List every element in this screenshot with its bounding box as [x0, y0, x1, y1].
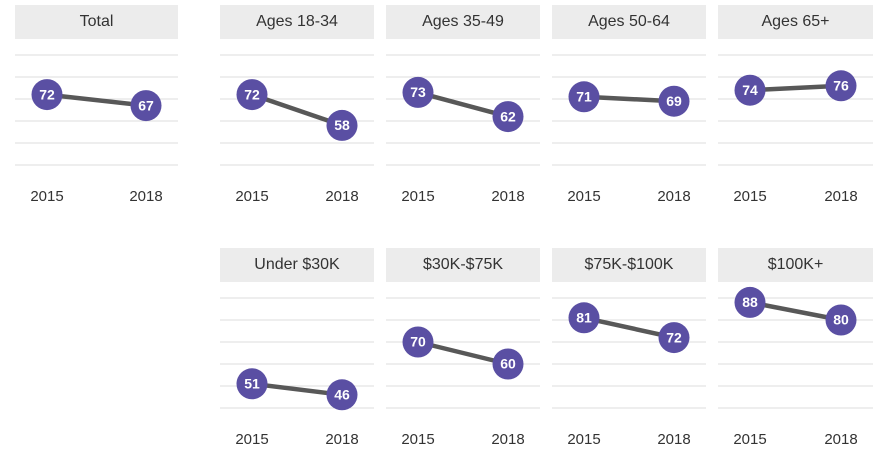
value-label: 70	[410, 334, 426, 350]
value-label: 72	[244, 86, 260, 102]
point	[236, 79, 268, 111]
x-tick-label: 2018	[657, 188, 690, 205]
panel-title: Ages 50-64	[588, 13, 670, 30]
x-tick-label: 2015	[401, 188, 434, 205]
value-label: 88	[742, 294, 758, 310]
value-label: 46	[334, 387, 350, 403]
panel-title-bg	[386, 5, 540, 39]
x-tick-label: 2015	[733, 431, 766, 448]
x-tick-label: 2015	[567, 188, 600, 205]
x-tick-label: 2018	[325, 431, 358, 448]
point	[402, 326, 434, 358]
value-label: 76	[833, 78, 849, 94]
value-label: 81	[576, 310, 592, 326]
value-label: 69	[666, 93, 682, 109]
panel-title: Ages 35-49	[422, 13, 504, 30]
x-tick-label: 2015	[30, 188, 63, 205]
panel: $30K-$75K 2015 2018	[386, 248, 540, 448]
x-tick-label: 2015	[235, 188, 268, 205]
panel: Total 2015 2018	[15, 5, 178, 205]
line	[417, 90, 509, 119]
x-tick-label: 2015	[733, 188, 766, 205]
panel-title: Ages 18-34	[256, 13, 338, 30]
panel-title-bg	[386, 248, 540, 282]
x-tick-label: 2018	[491, 188, 524, 205]
panel: $75K-$100K 2015 2018	[552, 248, 706, 448]
point	[236, 368, 268, 400]
panel: $100K+ 2015 2018	[718, 248, 873, 448]
value-label: 60	[500, 356, 516, 372]
x-tick-label: 2018	[657, 431, 690, 448]
panel-title: Ages 65+	[761, 13, 829, 30]
x-tick-label: 2015	[567, 431, 600, 448]
value-label: 58	[334, 117, 350, 133]
value-label: 62	[500, 108, 516, 124]
panel: Ages 65+ 2015 2018	[718, 5, 873, 205]
value-label: 67	[138, 97, 154, 113]
point	[658, 322, 690, 354]
value-label: 80	[833, 312, 849, 328]
point	[568, 302, 600, 334]
value-label: 71	[576, 89, 592, 105]
x-tick-label: 2018	[491, 431, 524, 448]
point	[568, 81, 600, 113]
point	[31, 79, 63, 111]
x-tick-label: 2018	[824, 431, 857, 448]
value-label: 72	[39, 86, 55, 102]
point	[326, 379, 358, 411]
value-label: 72	[666, 329, 682, 345]
value-label: 73	[410, 84, 426, 100]
panel-title-bg	[552, 5, 706, 39]
value-label: 51	[244, 376, 260, 392]
panel: Ages 18-34 2015 2018	[220, 5, 374, 205]
x-tick-label: 2018	[325, 188, 358, 205]
line	[251, 92, 343, 128]
point	[130, 90, 162, 122]
point	[825, 70, 857, 102]
point	[825, 304, 857, 336]
x-tick-label: 2015	[235, 431, 268, 448]
panel-title: Total	[80, 13, 114, 30]
x-tick-label: 2015	[401, 431, 434, 448]
panel-title-bg	[718, 5, 873, 39]
panel-title-bg	[220, 248, 374, 282]
point	[734, 286, 766, 318]
panel-title: $30K-$75K	[423, 256, 503, 273]
value-label: 74	[742, 82, 758, 98]
panel-title: Under $30K	[254, 256, 340, 273]
x-tick-label: 2018	[824, 188, 857, 205]
x-tick-label: 2018	[129, 188, 162, 205]
panel-title-bg	[718, 248, 873, 282]
panel: Ages 50-64 2015 2018	[552, 5, 706, 205]
point	[326, 109, 358, 141]
panel-title: $75K-$100K	[585, 256, 674, 273]
point	[492, 348, 524, 380]
point	[658, 85, 690, 117]
line	[46, 92, 147, 108]
panel: Under $30K 2015 2018	[220, 248, 374, 448]
panel-title-bg	[552, 248, 706, 282]
point	[492, 101, 524, 133]
point	[734, 74, 766, 106]
point	[402, 76, 434, 108]
panel: Ages 35-49 2015 2018	[386, 5, 540, 205]
panel-title: $100K+	[768, 256, 824, 273]
panel-title-bg	[220, 5, 374, 39]
panel-title-bg	[15, 5, 178, 39]
